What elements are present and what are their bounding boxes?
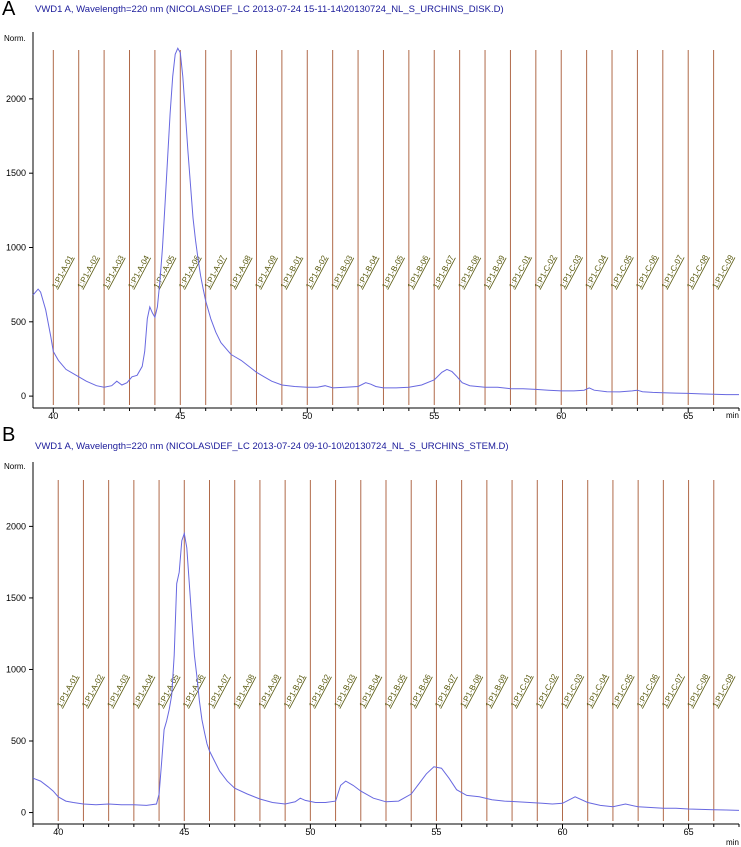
panel-b-fraction-label: 1:P1-C-09 — [711, 672, 736, 709]
panel-b-y-tick-label: 1000 — [6, 664, 26, 674]
panel-a-fraction-label: 1:P1-B-02 — [304, 253, 329, 290]
panel-a-y-tick-label: 1500 — [6, 168, 26, 178]
panel-a-fraction-label: 1:P1-A-04 — [126, 253, 151, 290]
panel-b-fraction-label: 1:P1-B-01 — [282, 672, 307, 709]
panel-a-fraction-label: 1:P1-B-07 — [431, 253, 456, 290]
panel-b-y-tick-label: 500 — [11, 736, 26, 746]
panel-a-fraction-label: 1:P1-C-08 — [685, 253, 710, 290]
panel-a-fraction-label: 1:P1-A-01 — [50, 253, 75, 290]
panel-b-trace-line — [32, 531, 740, 811]
panel-a-x-tick-label: 65 — [683, 411, 693, 421]
panel-b-fraction-label: 1:P1-B-06 — [408, 672, 433, 709]
panel-b-fraction-label: 1:P1-A-04 — [131, 672, 156, 709]
panel-a-fraction-label: 1:P1-C-04 — [583, 253, 608, 290]
panel-b-fraction-label: 1:P1-A-05 — [156, 672, 181, 709]
panel-b-fraction-label: 1:P1-C-06 — [635, 672, 660, 709]
panel-a-x-tick-label: 40 — [48, 411, 58, 421]
panel-a-fraction-label: 1:P1-C-07 — [660, 253, 685, 290]
panel-b-x-tick-label: 50 — [305, 827, 315, 837]
panel-b-title: VWD1 A, Wavelength=220 nm (NICOLAS\DEF_L… — [35, 441, 509, 452]
panel-a-fraction-label: 1:P1-B-03 — [329, 253, 354, 290]
panel-a-label: A — [2, 0, 16, 20]
panel-a-x-tick-label: 50 — [302, 411, 312, 421]
panel-b-fraction-label: 1:P1-C-04 — [585, 672, 610, 709]
panel-a-fraction-label: 1:P1-B-05 — [380, 253, 405, 290]
panel-a-ylabel: Norm. — [4, 34, 26, 43]
panel-b-xlabel: min — [726, 838, 739, 847]
panel-b-fraction-label: 1:P1-A-02 — [80, 672, 105, 709]
panel-b-fraction-label: 1:P1-B-09 — [484, 672, 509, 709]
panel-b-fraction-label: 1:P1-B-08 — [458, 672, 483, 709]
panel-b-fraction-label: 1:P1-A-03 — [105, 672, 130, 709]
panel-a-fraction-label: 1:P1-A-05 — [152, 253, 177, 290]
panel-a-fraction-label: 1:P1-A-07 — [203, 253, 228, 290]
panel-a-fraction-label: 1:P1-A-08 — [228, 253, 253, 290]
panel-b-y-tick-label: 1500 — [6, 593, 26, 603]
panel-a-fraction-label: 1:P1-A-02 — [76, 253, 101, 290]
panel-a-x-tick-label: 60 — [556, 411, 566, 421]
panel-b-fraction-label: 1:P1-A-06 — [181, 672, 206, 709]
panel-b-y-tick-label: 0 — [21, 808, 26, 818]
panel-a-trace-line — [32, 47, 739, 396]
panel-a-fraction-label: 1:P1-B-01 — [279, 253, 304, 290]
panel-a-fraction-label: 1:P1-A-03 — [101, 253, 126, 290]
panel-b-x-tick-label: 55 — [431, 827, 441, 837]
panel-a-fraction-label: 1:P1-A-09 — [253, 253, 278, 290]
panel-b-fraction-label: 1:P1-B-07 — [433, 672, 458, 709]
panel-a-fraction-label: 1:P1-B-06 — [406, 253, 431, 290]
panel-a-y-tick-label: 500 — [11, 317, 26, 327]
panel-a-x-tick-label: 55 — [429, 411, 439, 421]
panel-b-x-tick-label: 45 — [179, 827, 189, 837]
panel-a-xlabel: min — [726, 411, 739, 420]
panel-b-fraction-label: 1:P1-B-03 — [332, 672, 357, 709]
panel-b-fraction-label: 1:P1-C-05 — [610, 672, 635, 709]
panel-b-fraction-label: 1:P1-C-02 — [534, 672, 559, 709]
panel-b-fraction-label: 1:P1-C-07 — [660, 672, 685, 709]
panel-b-label: B — [2, 424, 16, 446]
panel-b-fraction-label: 1:P1-A-09 — [257, 672, 282, 709]
panel-a-fraction-label: 1:P1-B-04 — [355, 253, 380, 290]
panel-a-fraction-label: 1:P1-C-09 — [710, 253, 735, 290]
panel-a-fraction-label: 1:P1-C-01 — [507, 253, 532, 290]
panel-b-fraction-label: 1:P1-A-07 — [206, 672, 231, 709]
panel-b-fraction-label: 1:P1-B-05 — [383, 672, 408, 709]
panel-a-fraction-label: 1:P1-C-03 — [558, 253, 583, 290]
panel-b-x-tick-label: 65 — [684, 827, 694, 837]
panel-a-y-tick-label: 0 — [21, 391, 26, 401]
panel-b-y-tick-label: 2000 — [6, 521, 26, 531]
panel-b-fraction-label: 1:P1-B-04 — [358, 672, 383, 709]
panel-b-fraction-label: 1:P1-B-02 — [307, 672, 332, 709]
panel-a-fraction-label: 1:P1-B-09 — [482, 253, 507, 290]
panel-b-x-tick-label: 40 — [53, 827, 63, 837]
panel-a-y-tick-label: 1000 — [6, 242, 26, 252]
panel-b-fraction-label: 1:P1-C-08 — [685, 672, 710, 709]
panel-a-y-tick-label: 2000 — [6, 94, 26, 104]
panel-b-fraction-label: 1:P1-C-03 — [559, 672, 584, 709]
panel-a-fraction-label: 1:P1-C-06 — [634, 253, 659, 290]
panel-b-ylabel: Norm. — [4, 462, 26, 471]
panel-b-x-tick-label: 60 — [557, 827, 567, 837]
panel-a-x-tick-label: 45 — [175, 411, 185, 421]
panel-b-fraction-label: 1:P1-A-08 — [232, 672, 257, 709]
panel-a-fraction-label: 1:P1-C-02 — [533, 253, 558, 290]
panel-b-fraction-label: 1:P1-A-01 — [55, 672, 80, 709]
panel-a-fraction-label: 1:P1-C-05 — [609, 253, 634, 290]
panel-a-fraction-label: 1:P1-B-08 — [456, 253, 481, 290]
panel-b-fraction-label: 1:P1-C-01 — [509, 672, 534, 709]
panel-a-title: VWD1 A, Wavelength=220 nm (NICOLAS\DEF_L… — [35, 4, 504, 15]
